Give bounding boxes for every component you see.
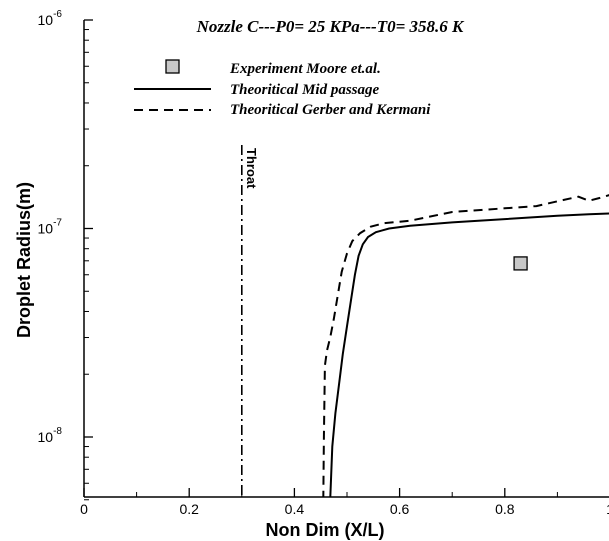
x-tick-label: 0.6 bbox=[390, 501, 410, 517]
chart-title: Nozzle C---P0= 25 KPa---T0= 358.6 K bbox=[196, 17, 465, 36]
x-axis-label: Non Dim (X/L) bbox=[266, 520, 385, 540]
y-axis-label: Droplet Radius(m) bbox=[14, 182, 34, 338]
x-tick-label: 1 bbox=[606, 501, 609, 517]
y-tick-label: 10-6 bbox=[38, 9, 63, 28]
legend-label-experiment: Experiment Moore et.al. bbox=[229, 61, 381, 77]
x-tick-label: 0 bbox=[80, 501, 88, 517]
legend-label-mid-passage: Theoritical Mid passage bbox=[230, 82, 380, 98]
series-line-mid-passage bbox=[329, 212, 609, 497]
series-line-gerber-kermani bbox=[322, 194, 609, 497]
x-tick-label: 0.2 bbox=[179, 501, 199, 517]
x-tick-label: 0.8 bbox=[495, 501, 515, 517]
legend-label-gerber-kermani: Theoritical Gerber and Kermani bbox=[230, 102, 431, 118]
legend-marker-experiment bbox=[165, 59, 180, 74]
x-tick-label: 0.4 bbox=[285, 501, 305, 517]
throat-label: Throat bbox=[244, 148, 259, 189]
experiment-point bbox=[513, 256, 528, 271]
y-tick-label: 10-8 bbox=[38, 426, 63, 445]
plot-area: 0 0.2 0.4 0.6 0.8 1 10-8 10-7 10-6 Throat bbox=[38, 9, 609, 517]
legend: Experiment Moore et.al. Theoritical Mid … bbox=[134, 59, 431, 118]
y-tick-label: 10-7 bbox=[38, 218, 63, 237]
